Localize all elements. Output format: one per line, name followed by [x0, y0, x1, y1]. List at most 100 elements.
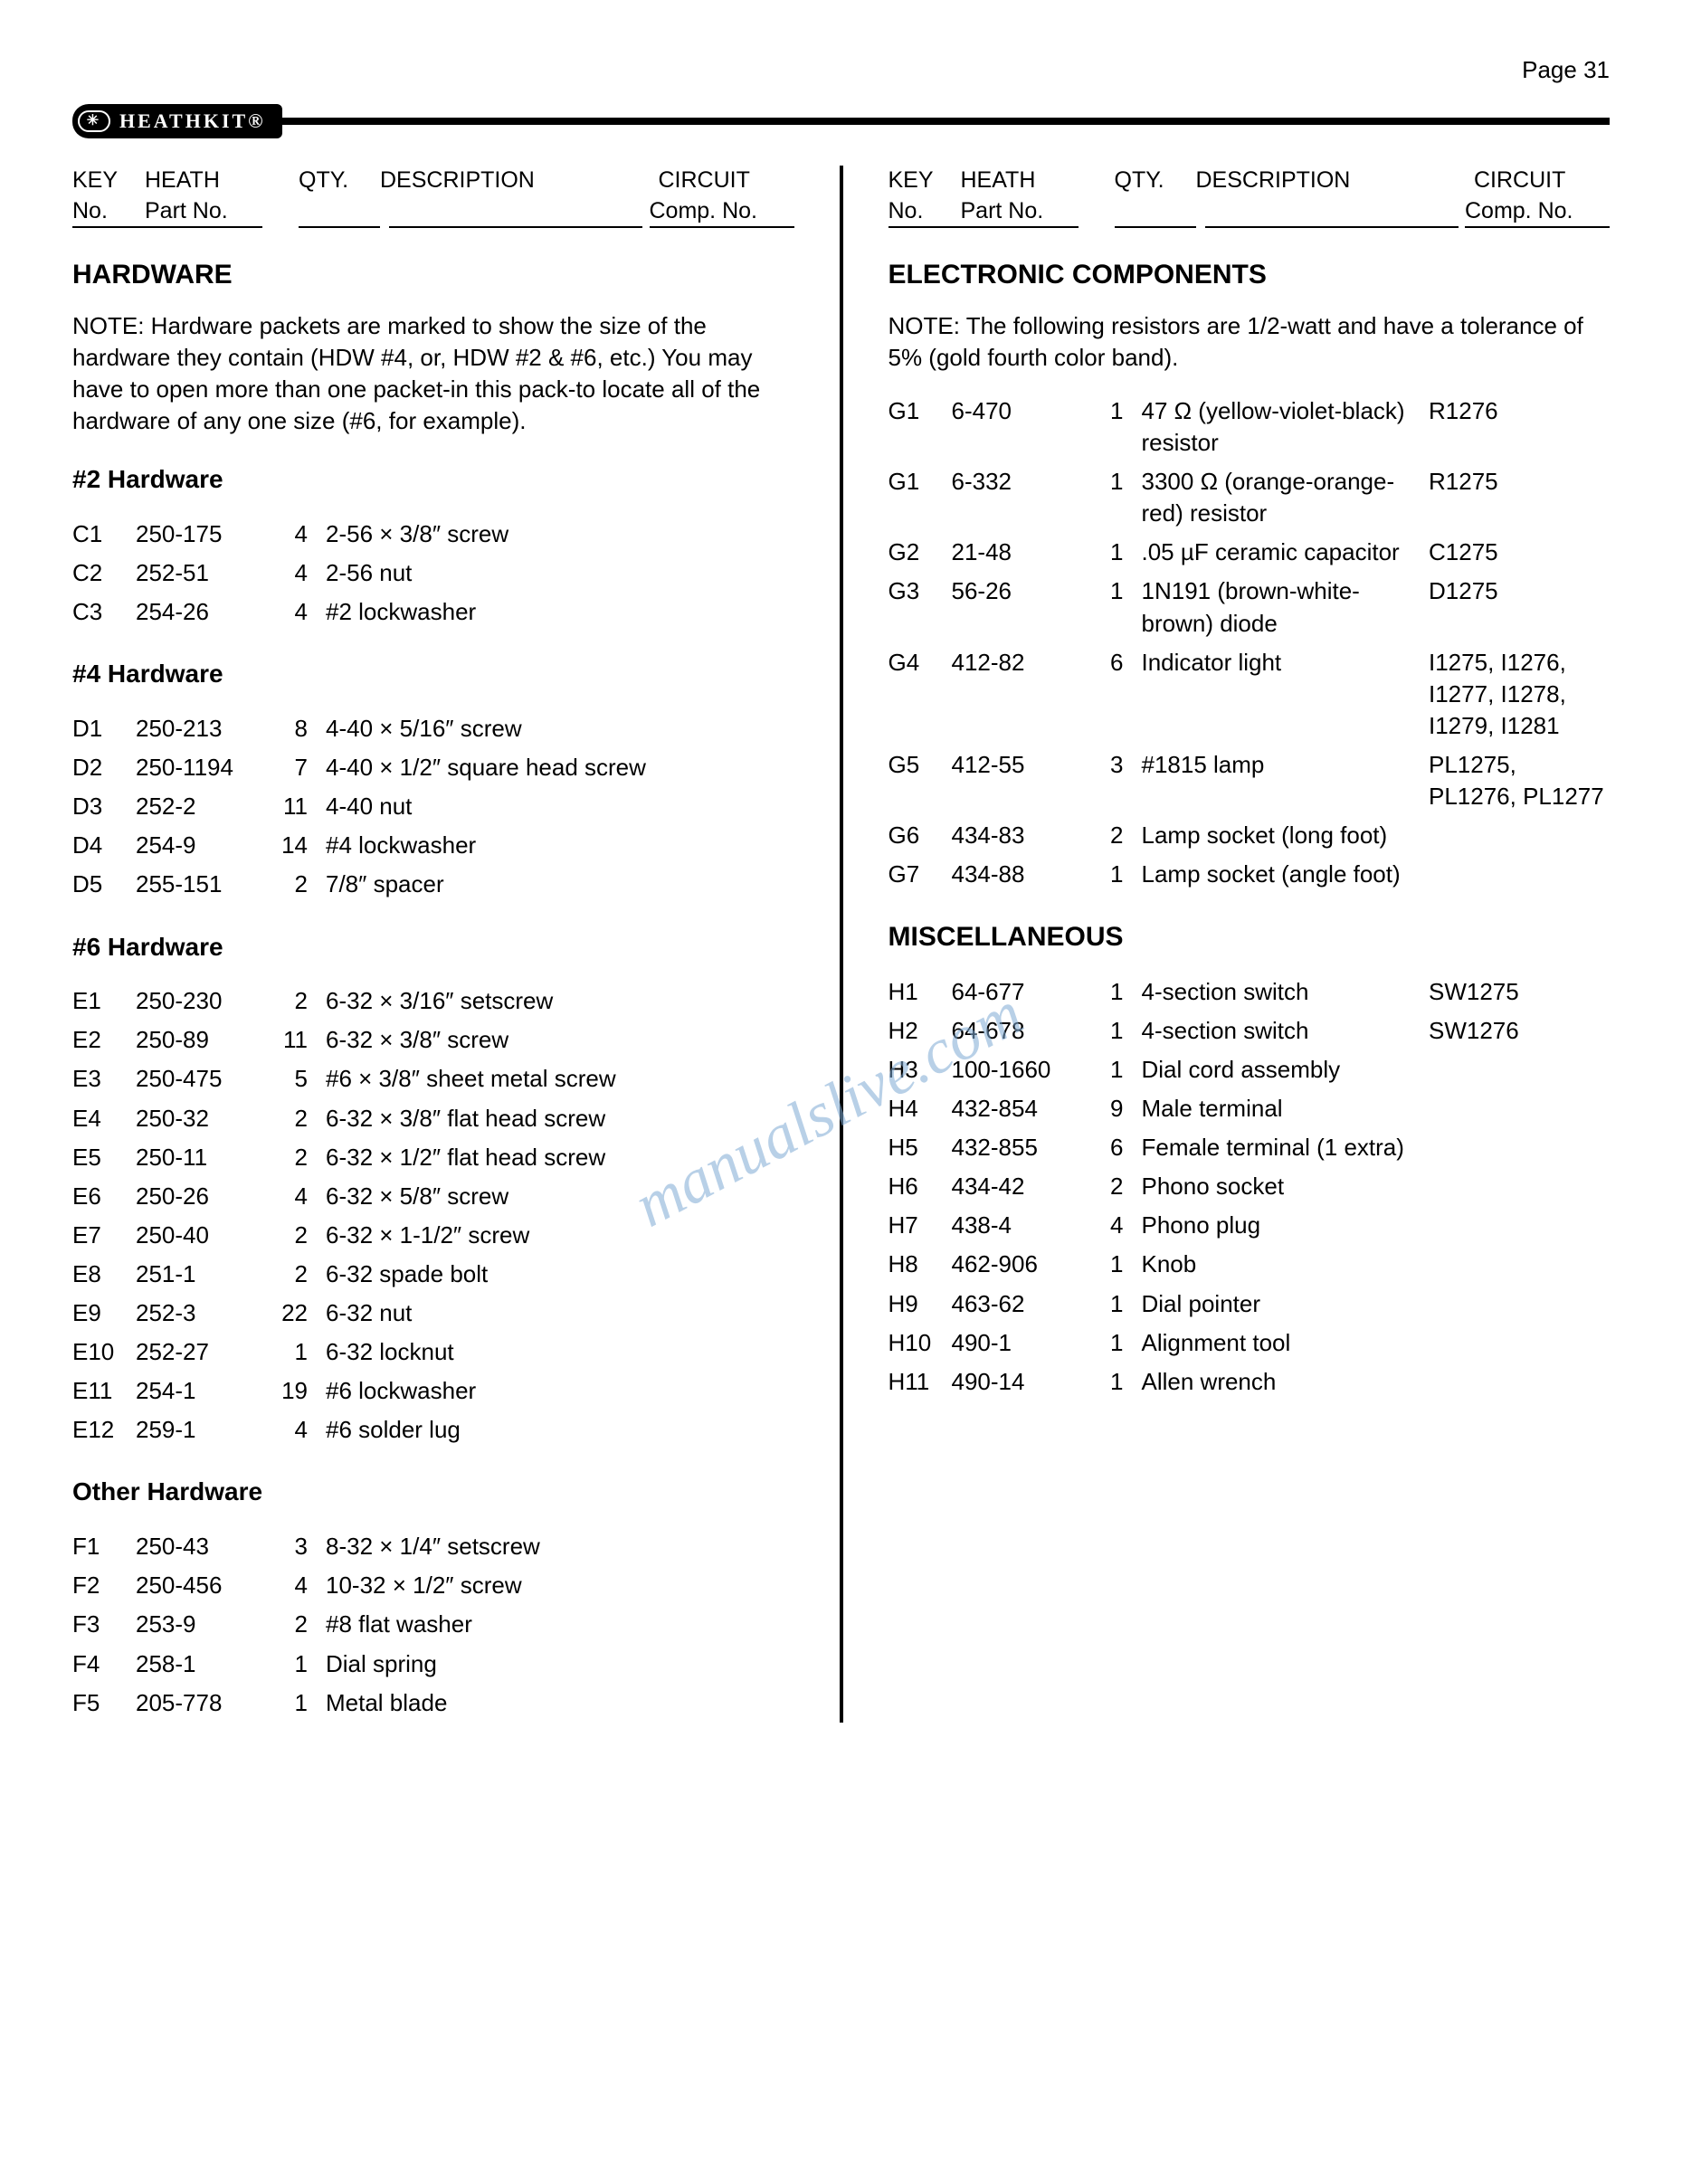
- cell-qty: 22: [271, 1294, 326, 1333]
- h4-title: #4 Hardware: [72, 657, 794, 691]
- cell-qty: 9: [1088, 1089, 1142, 1128]
- cell-desc: 2-56 nut: [326, 554, 794, 593]
- cell-part: 432-854: [952, 1089, 1088, 1128]
- cell-desc: Phono socket: [1142, 1167, 1430, 1206]
- cell-desc: Indicator light: [1142, 643, 1430, 745]
- cell-circ: R1275: [1429, 462, 1610, 533]
- cell-desc: #6 solder lug: [326, 1410, 794, 1449]
- cell-part: 205-778: [136, 1684, 271, 1723]
- cell-part: 250-456: [136, 1566, 271, 1605]
- cell-qty: 1: [1088, 1285, 1142, 1324]
- h2-title: #2 Hardware: [72, 462, 794, 497]
- page-number: Page 31: [72, 54, 1610, 86]
- hdr-compno: Comp. No.: [650, 196, 794, 229]
- cell-circ: [1429, 1089, 1610, 1128]
- cell-desc: 6-32 nut: [326, 1294, 794, 1333]
- cell-part: 254-9: [136, 826, 271, 865]
- cell-desc: Dial pointer: [1142, 1285, 1430, 1324]
- table-row: G6434-832Lamp socket (long foot): [889, 816, 1611, 855]
- cell-circ: [1429, 1245, 1610, 1284]
- cell-part: 254-26: [136, 593, 271, 631]
- cell-qty: 1: [271, 1333, 326, 1372]
- cell-part: 64-677: [952, 973, 1088, 1011]
- cell-circ: C1275: [1429, 533, 1610, 572]
- hdr-circ: CIRCUIT: [1474, 166, 1610, 196]
- cell-desc: Knob: [1142, 1245, 1430, 1284]
- table-row: H11490-141Allen wrench: [889, 1363, 1611, 1401]
- cell-part: 64-678: [952, 1011, 1088, 1050]
- cell-qty: 4: [271, 554, 326, 593]
- hdr-partno: Part No.: [145, 196, 262, 229]
- table-row: D4254-914#4 lockwasher: [72, 826, 794, 865]
- hdr-desc: DESCRIPTION: [1196, 166, 1422, 196]
- cell-key: F3: [72, 1605, 136, 1644]
- cell-circ: [1429, 855, 1610, 894]
- cell-circ: PL1275, PL1276, PL1277: [1429, 745, 1610, 816]
- column-divider: [840, 166, 843, 1723]
- logo-rule: [282, 118, 1610, 125]
- cell-key: E9: [72, 1294, 136, 1333]
- cell-desc: 4-40 × 1/2″ square head screw: [326, 748, 794, 787]
- cell-desc: Alignment tool: [1142, 1324, 1430, 1363]
- hdr-desc-u: [1205, 196, 1459, 229]
- cell-qty: 1: [1088, 1363, 1142, 1401]
- hdr-desc-u: [389, 196, 642, 229]
- logo-icon: [78, 110, 110, 132]
- cell-desc: 6-32 × 3/8″ screw: [326, 1021, 794, 1059]
- table-row: E7250-4026-32 × 1-1/2″ screw: [72, 1216, 794, 1255]
- cell-part: 438-4: [952, 1206, 1088, 1245]
- cell-qty: 1: [1088, 533, 1142, 572]
- cell-part: 250-11: [136, 1138, 271, 1177]
- misc-title: MISCELLANEOUS: [889, 919, 1611, 956]
- cell-part: 490-1: [952, 1324, 1088, 1363]
- cell-key: E7: [72, 1216, 136, 1255]
- cell-desc: 6-32 × 3/8″ flat head screw: [326, 1099, 794, 1138]
- hdr-compno: Comp. No.: [1465, 196, 1610, 229]
- table-row: F5205-7781Metal blade: [72, 1684, 794, 1723]
- table-row: C1250-17542-56 × 3/8″ screw: [72, 515, 794, 554]
- cell-desc: #2 lockwasher: [326, 593, 794, 631]
- cell-key: G6: [889, 816, 952, 855]
- cell-key: E12: [72, 1410, 136, 1449]
- table-row: H5432-8556Female terminal (1 extra): [889, 1128, 1611, 1167]
- table-row: G7434-881Lamp socket (angle foot): [889, 855, 1611, 894]
- cell-desc: Lamp socket (long foot): [1142, 816, 1430, 855]
- cell-key: F1: [72, 1527, 136, 1566]
- hdr-qty: QTY.: [299, 166, 380, 196]
- cell-circ: [1429, 816, 1610, 855]
- cell-desc: 6-32 × 5/8″ screw: [326, 1177, 794, 1216]
- cell-desc: 10-32 × 1/2″ screw: [326, 1566, 794, 1605]
- cell-key: E11: [72, 1372, 136, 1410]
- hdr-qty-u: [299, 196, 380, 229]
- cell-part: 463-62: [952, 1285, 1088, 1324]
- cell-qty: 2: [271, 1138, 326, 1177]
- cell-circ: [1429, 1206, 1610, 1245]
- hardware-title: HARDWARE: [72, 257, 794, 294]
- cell-circ: [1429, 1285, 1610, 1324]
- cell-qty: 3: [271, 1527, 326, 1566]
- cell-key: H3: [889, 1050, 952, 1089]
- cell-part: 258-1: [136, 1645, 271, 1684]
- cell-part: 434-88: [952, 855, 1088, 894]
- cell-key: G4: [889, 643, 952, 745]
- cell-part: 250-230: [136, 982, 271, 1021]
- table-row: E3250-4755#6 × 3/8″ sheet metal screw: [72, 1059, 794, 1098]
- cell-key: E4: [72, 1099, 136, 1138]
- table-row: G4412-826Indicator lightI1275, I1276, I1…: [889, 643, 1611, 745]
- table-row: E2250-89116-32 × 3/8″ screw: [72, 1021, 794, 1059]
- cell-key: F2: [72, 1566, 136, 1605]
- electronic-table: G16-470147 Ω (yellow-violet-black) resis…: [889, 392, 1611, 894]
- cell-desc: .05 µF ceramic capacitor: [1142, 533, 1430, 572]
- table-row: H264-67814-section switchSW1276: [889, 1011, 1611, 1050]
- other-title: Other Hardware: [72, 1475, 794, 1509]
- cell-qty: 1: [1088, 1011, 1142, 1050]
- cell-part: 252-3: [136, 1294, 271, 1333]
- table-row: F3253-92#8 flat washer: [72, 1605, 794, 1644]
- content-columns: KEY HEATH QTY. DESCRIPTION CIRCUIT No. P…: [72, 166, 1610, 1723]
- hdr-partno: Part No.: [961, 196, 1079, 229]
- hdr-no: No.: [72, 196, 145, 229]
- cell-part: 462-906: [952, 1245, 1088, 1284]
- cell-desc: #8 flat washer: [326, 1605, 794, 1644]
- hdr-qty-u: [1115, 196, 1196, 229]
- cell-qty: 2: [271, 982, 326, 1021]
